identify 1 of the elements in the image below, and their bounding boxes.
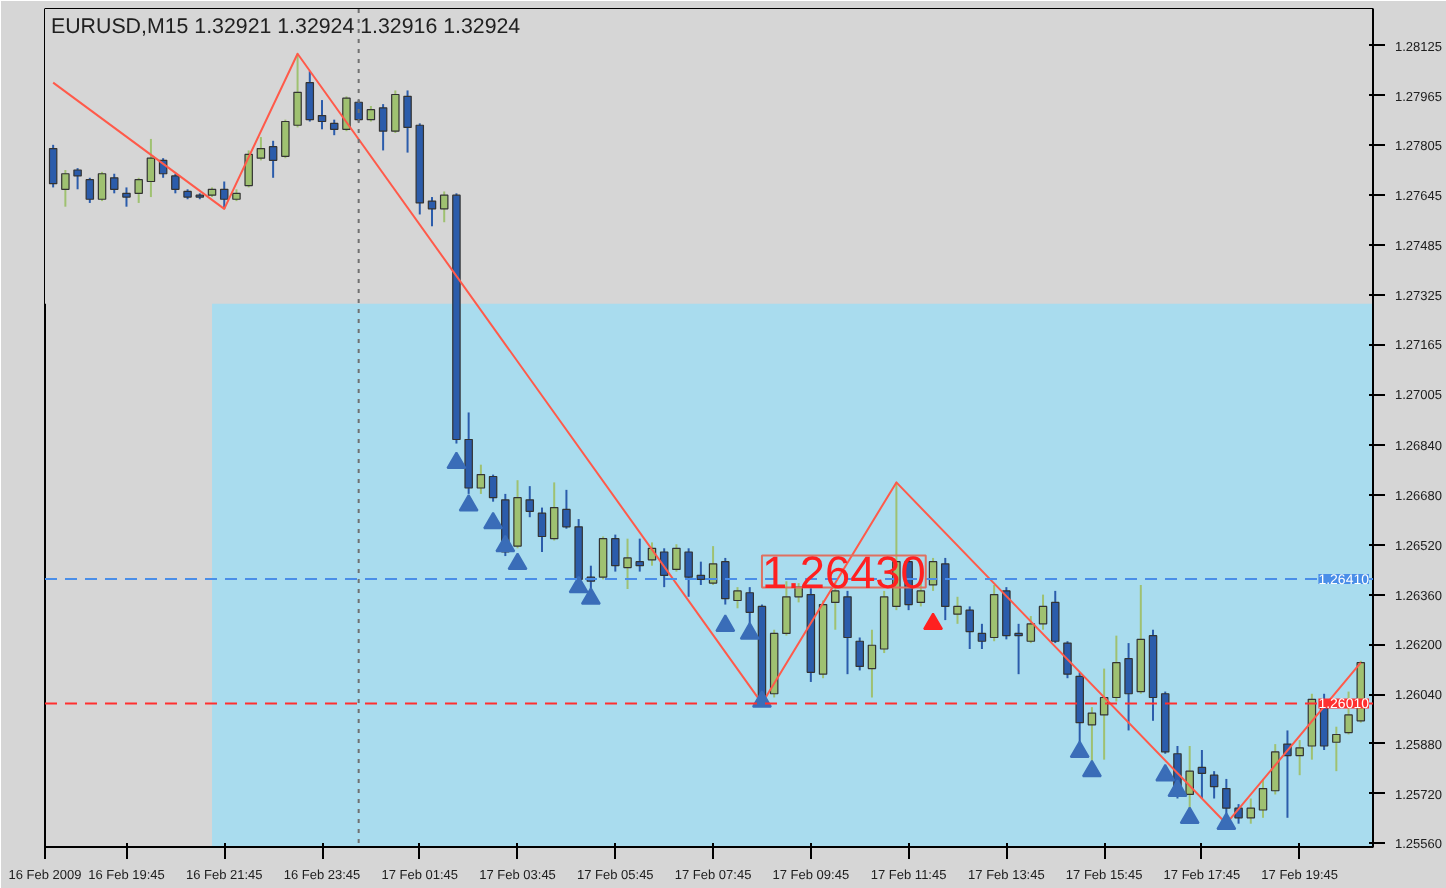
chart-title: EURUSD,M15 1.32921 1.32924 1.32916 1.32924: [51, 15, 521, 39]
